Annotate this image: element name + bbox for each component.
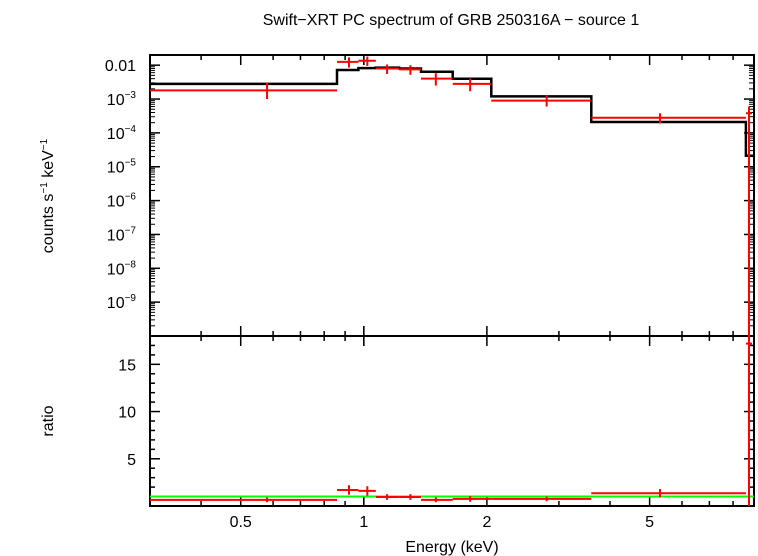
y-axis-label-ratio: ratio	[40, 405, 57, 436]
y-tick-base: 10	[107, 160, 125, 177]
y-tick-exponent: −7	[125, 225, 137, 236]
spectrum-data-points	[150, 56, 753, 336]
y-tick-base: 10	[107, 126, 125, 143]
ratio-data-point	[399, 494, 422, 500]
spectrum-data-point	[745, 106, 753, 336]
y-tick-base: 10	[107, 227, 125, 244]
spectrum-data-point	[150, 82, 338, 100]
model-step-path	[150, 66, 754, 158]
spectrum-data-point	[421, 73, 453, 86]
x-tick-label: 5	[645, 514, 654, 531]
ratio-data-point	[150, 497, 338, 503]
ratio-data-point	[375, 494, 400, 500]
ratio-data-point	[358, 486, 376, 496]
x-tick-label: 1	[359, 514, 368, 531]
y-tick-base: 10	[107, 261, 125, 278]
y-tick-label: 10−5	[107, 158, 137, 177]
y-tick-label: 10−9	[107, 293, 137, 312]
y-tick-exponent: −6	[125, 192, 137, 203]
y-tick-exponent: −4	[125, 124, 137, 135]
chart-title: Swift−XRT PC spectrum of GRB 250316A − s…	[263, 12, 640, 29]
x-tick-labels: 0.5 1 2 5	[230, 514, 655, 531]
y-tick-label: 0.01	[105, 58, 136, 75]
y-tick-base: 10	[107, 194, 125, 211]
y-tick-base: 10	[107, 295, 125, 312]
y-label-exp-1: −1	[39, 182, 50, 194]
ratio-y-tick-label: 10	[118, 405, 136, 422]
spectrum-panel-frame	[149, 54, 755, 337]
ratio-y-tick-label: 5	[127, 452, 136, 469]
x-axis-label: Energy (keV)	[405, 539, 498, 556]
y-tick-label: 10−8	[107, 259, 137, 278]
ratio-data-point	[421, 497, 453, 503]
y-label-counts: counts s	[40, 194, 57, 254]
spectrum-data-point	[491, 95, 592, 107]
spectrum-data-point	[337, 57, 359, 68]
y-tick-label: 10−3	[107, 90, 137, 109]
y-label-kev: keV	[40, 150, 57, 182]
ratio-data-point	[452, 496, 492, 502]
ratio-data-point	[745, 336, 753, 506]
ratio-data-points	[150, 336, 753, 506]
y-tick-label: 10−4	[107, 124, 137, 143]
y-tick-label: 10−6	[107, 192, 137, 211]
ratio-y-tick-labels: 5 10 15	[118, 357, 136, 468]
y-tick-exponent: −3	[125, 90, 137, 101]
y-axis-label-spectrum: counts s−1 keV−1	[39, 138, 57, 253]
y-tick-base: 0.01	[105, 58, 136, 75]
spectrum-data-point	[375, 64, 400, 74]
y-tick-base: 10	[107, 92, 125, 109]
x-tick-label: 0.5	[230, 514, 252, 531]
x-tick-label: 2	[482, 514, 491, 531]
ratio-data-point	[491, 496, 592, 502]
model-step-line	[150, 66, 754, 158]
ratio-y-tick-label: 15	[118, 357, 136, 374]
spectrum-data-point	[452, 78, 492, 92]
spectrum-data-point	[591, 113, 746, 124]
y-tick-exponent: −5	[125, 158, 137, 169]
y-tick-exponent: −9	[125, 293, 137, 304]
ratio-panel-frame	[149, 335, 755, 507]
ratio-data-point	[337, 485, 359, 495]
y-label-exp-2: −1	[39, 138, 50, 150]
spectrum-data-point	[358, 56, 376, 66]
ratio-data-point	[591, 489, 746, 498]
y-tick-label: 10−7	[107, 225, 137, 244]
y-tick-exponent: −8	[125, 259, 137, 270]
spectrum-data-point	[399, 65, 422, 75]
